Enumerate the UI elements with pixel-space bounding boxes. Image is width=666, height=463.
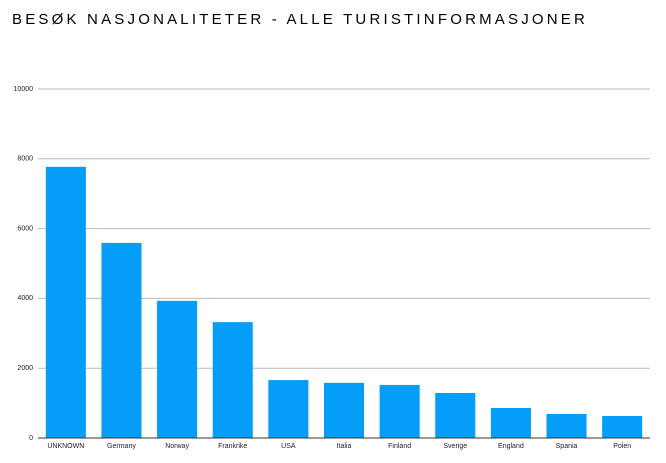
y-tick-label: 0 — [29, 435, 33, 442]
x-tick-label: Sverige — [443, 443, 467, 450]
bar — [490, 407, 531, 438]
bar — [435, 392, 476, 438]
bar — [157, 300, 198, 438]
bar — [45, 166, 86, 438]
x-tick-label: Italia — [337, 443, 352, 450]
x-tick-label: Polen — [613, 443, 631, 450]
bar — [323, 382, 365, 438]
y-tick-label: 8000 — [17, 156, 33, 163]
y-tick-label: 6000 — [17, 225, 33, 232]
bar — [212, 322, 253, 438]
x-tick-label: Germany — [107, 443, 136, 450]
x-tick-label: Frankrike — [218, 443, 247, 450]
x-tick-label: Spania — [556, 443, 578, 450]
y-tick-label: 2000 — [17, 365, 33, 372]
bar — [602, 416, 643, 438]
x-tick-label: England — [498, 443, 524, 450]
bar — [379, 384, 420, 438]
x-tick-label: UNKNOWN — [47, 443, 84, 450]
chart-title: BESØK NASJONALITETER - ALLE TURISTINFORM… — [12, 11, 588, 28]
bar — [268, 380, 309, 438]
x-tick-label: Finland — [388, 443, 411, 450]
bar — [101, 242, 142, 438]
y-tick-label: 4000 — [17, 295, 33, 302]
y-tick-label: 10000 — [14, 86, 34, 93]
x-tick-label: USA — [281, 443, 296, 450]
x-tick-label: Norway — [165, 443, 189, 450]
bar — [546, 413, 587, 438]
